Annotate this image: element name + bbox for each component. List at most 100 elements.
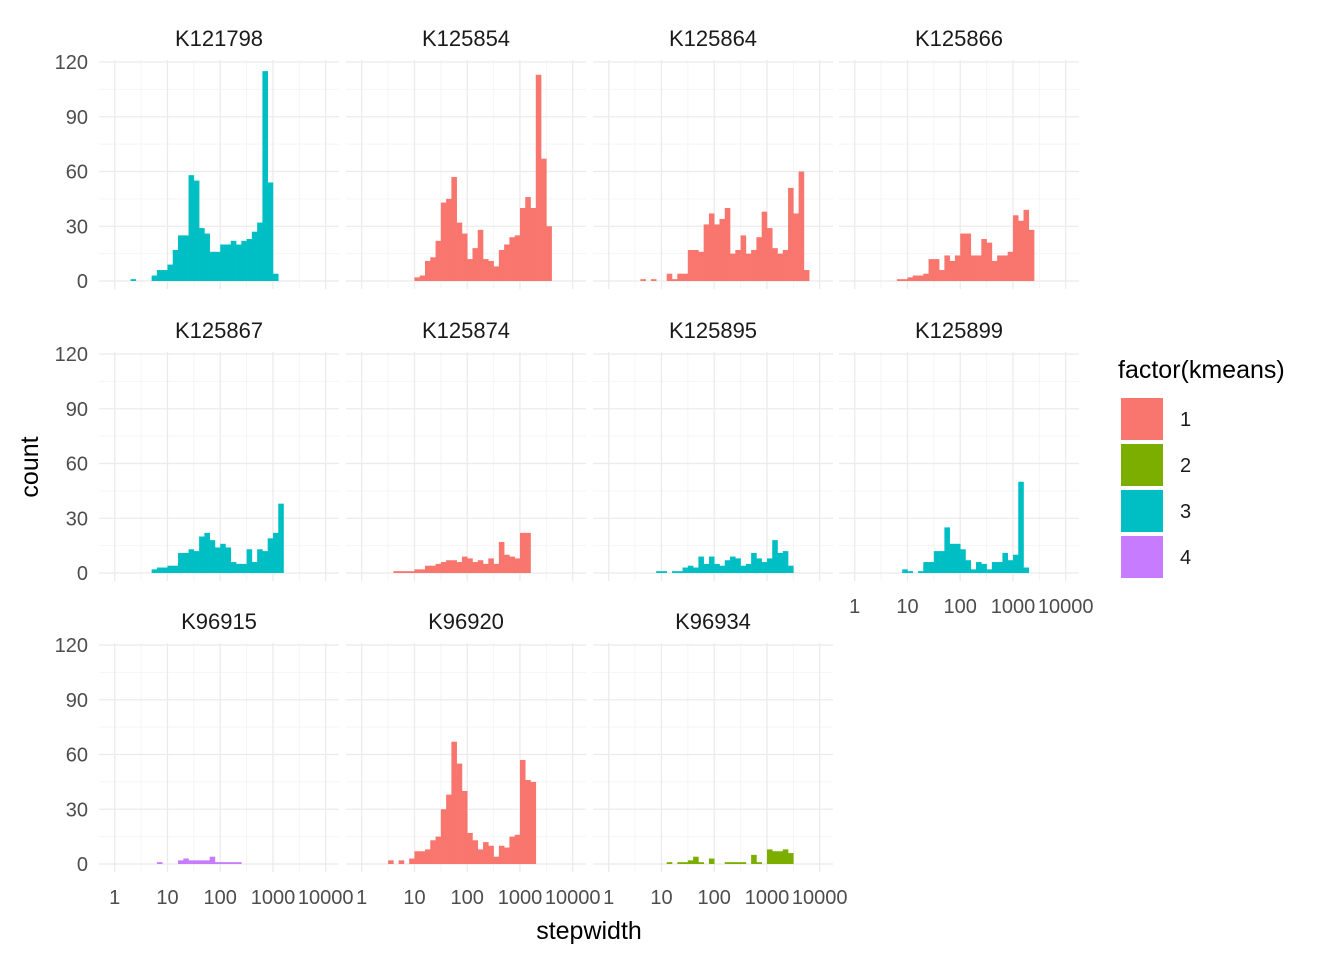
histogram-bar bbox=[751, 552, 757, 573]
y-tick-label: 30 bbox=[66, 508, 88, 530]
x-tick-label: 1 bbox=[356, 887, 367, 909]
histogram-bar bbox=[735, 249, 741, 281]
histogram-bar bbox=[793, 213, 799, 281]
facet-panel-k125866: K125866 bbox=[839, 26, 1079, 289]
histogram-bar bbox=[172, 565, 179, 573]
histogram-bar bbox=[488, 558, 494, 573]
histogram-bar bbox=[740, 862, 747, 864]
histogram-bar bbox=[178, 235, 184, 281]
y-tick-label: 90 bbox=[66, 399, 88, 421]
x-tick-label: 100 bbox=[451, 887, 484, 909]
histogram-bar bbox=[393, 571, 399, 573]
y-tick-label: 30 bbox=[66, 799, 88, 821]
histogram-bar bbox=[788, 187, 794, 281]
facet-strip-label: K96920 bbox=[428, 609, 504, 634]
histogram-bar bbox=[188, 549, 195, 573]
histogram-bar bbox=[435, 240, 442, 281]
histogram-bar bbox=[777, 851, 784, 864]
histogram-bar bbox=[986, 242, 993, 281]
histogram-bar bbox=[981, 239, 987, 281]
histogram-bar bbox=[419, 275, 426, 281]
histogram-bar bbox=[514, 834, 521, 864]
histogram-bar bbox=[735, 862, 741, 864]
histogram-bar bbox=[535, 74, 542, 282]
histogram-bar bbox=[1007, 560, 1014, 573]
histogram-bar bbox=[1028, 229, 1035, 281]
y-axis-title: count bbox=[16, 436, 44, 497]
histogram-bar bbox=[954, 255, 961, 281]
x-axis-title: stepwidth bbox=[536, 917, 642, 945]
histogram-bar bbox=[970, 255, 977, 281]
facet-panel-k125874: K125874 bbox=[346, 318, 586, 581]
histogram-bar bbox=[788, 853, 794, 864]
histogram-bar bbox=[530, 781, 537, 864]
histogram-bar bbox=[698, 251, 704, 281]
histogram-bar bbox=[504, 554, 510, 573]
histogram-bar bbox=[472, 248, 479, 281]
histogram-bar bbox=[782, 249, 789, 281]
histogram-bar bbox=[761, 562, 768, 573]
histogram-bar bbox=[1002, 255, 1008, 281]
histogram-bar bbox=[172, 249, 179, 281]
histogram-bar bbox=[708, 213, 715, 281]
y-tick-label: 0 bbox=[77, 271, 88, 293]
legend-key-swatch bbox=[1121, 490, 1163, 532]
histogram-bar bbox=[949, 260, 956, 281]
histogram-bar bbox=[677, 273, 683, 281]
histogram-bar bbox=[782, 849, 789, 864]
histogram-bar bbox=[477, 849, 484, 864]
histogram-bar bbox=[519, 208, 526, 281]
histogram-bar bbox=[456, 222, 463, 281]
legend-key-swatch bbox=[1121, 444, 1163, 486]
histogram-bar bbox=[740, 565, 747, 573]
histogram-bar bbox=[1023, 567, 1030, 573]
histogram-bar bbox=[997, 562, 1003, 573]
histogram-bar bbox=[756, 862, 762, 864]
facet-panel-k96915: K96915 0 30 60 90 120 bbox=[55, 609, 339, 876]
histogram-bar bbox=[267, 182, 274, 281]
facet-strip-label: K125854 bbox=[422, 26, 510, 51]
histogram-bar bbox=[708, 556, 715, 573]
histogram-bar bbox=[782, 551, 789, 573]
histogram-bar bbox=[214, 251, 221, 281]
histogram-bar bbox=[677, 571, 683, 573]
histogram-bar bbox=[461, 791, 468, 864]
histogram-bar bbox=[225, 244, 232, 281]
histogram-bar bbox=[272, 273, 279, 281]
x-tick-label: 10 bbox=[650, 887, 672, 909]
legend-key-label: 2 bbox=[1180, 455, 1191, 477]
facet-panel-k125899: K125899 bbox=[839, 318, 1079, 581]
legend-key-label: 4 bbox=[1180, 547, 1191, 569]
x-tick-label: 10 bbox=[403, 887, 425, 909]
x-tick-label: 10000 bbox=[792, 887, 848, 909]
histogram-bar bbox=[730, 253, 736, 281]
histogram-bar bbox=[788, 565, 794, 573]
legend-key-swatch bbox=[1121, 536, 1163, 578]
histogram-bar bbox=[193, 860, 200, 864]
histogram-bar bbox=[954, 543, 961, 573]
histogram-bar bbox=[514, 558, 521, 573]
histogram-bar bbox=[241, 240, 247, 281]
histogram-bar bbox=[766, 849, 773, 864]
y-tick-label: 90 bbox=[66, 107, 88, 129]
histogram-bar bbox=[751, 854, 757, 864]
histogram-bar bbox=[530, 208, 537, 281]
y-tick-label: 60 bbox=[66, 454, 88, 476]
facet-strip-label: K121798 bbox=[175, 26, 263, 51]
histogram-bar bbox=[425, 260, 431, 281]
histogram-bar bbox=[928, 562, 935, 573]
histogram-bar bbox=[204, 233, 210, 281]
facet-strip-label: K96915 bbox=[181, 609, 257, 634]
histogram-bar bbox=[682, 273, 689, 281]
histogram-bar bbox=[965, 560, 972, 573]
histogram-bar bbox=[403, 571, 410, 573]
histogram-bar bbox=[777, 253, 784, 281]
histogram-bar bbox=[650, 279, 657, 281]
histogram-bar bbox=[677, 862, 683, 864]
histogram-bar bbox=[991, 260, 998, 281]
histogram-bar bbox=[714, 224, 720, 281]
legend-key-label: 3 bbox=[1180, 501, 1191, 523]
histogram-bar bbox=[451, 560, 457, 573]
histogram-bar bbox=[472, 840, 479, 864]
histogram-bar bbox=[912, 275, 919, 281]
